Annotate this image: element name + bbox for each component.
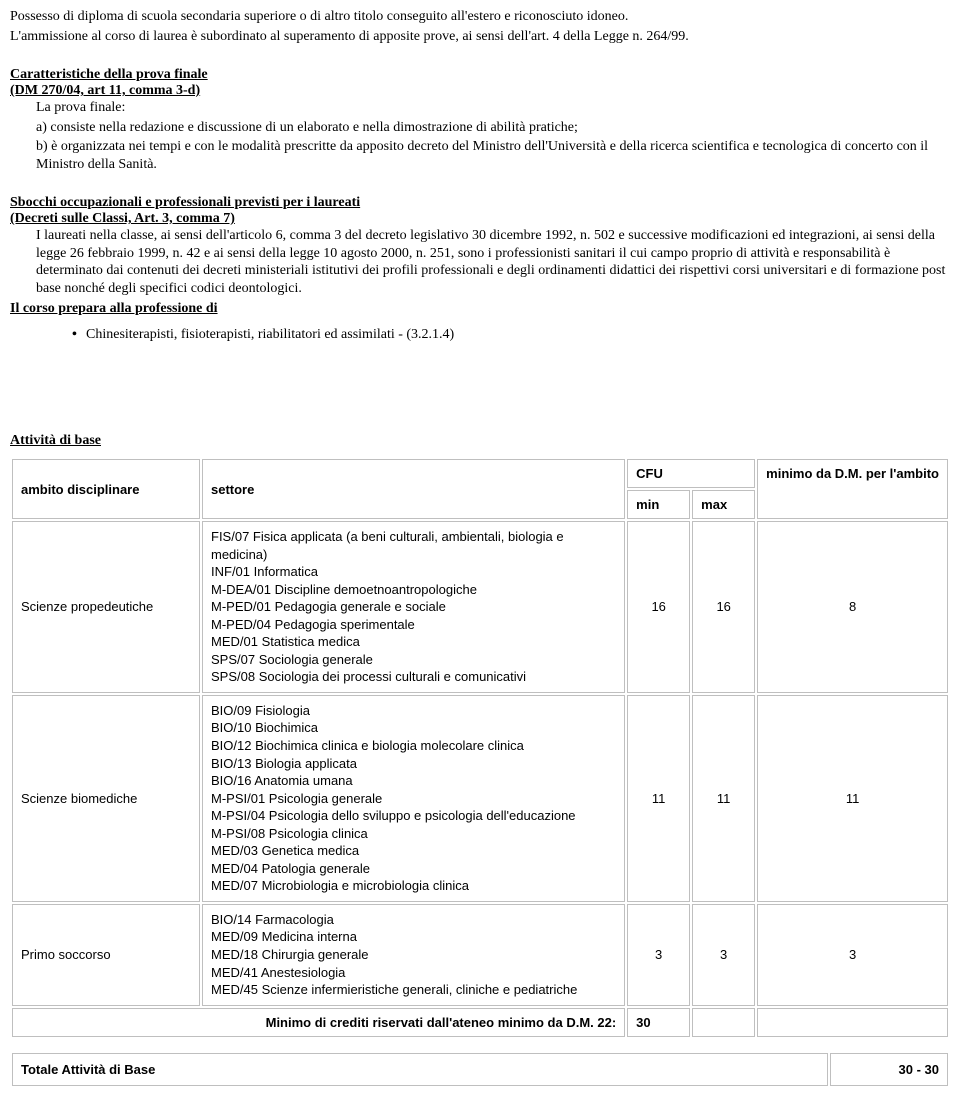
- table-row: Scienze biomedicheBIO/09 FisiologiaBIO/1…: [12, 695, 948, 902]
- col-min: min: [627, 490, 690, 519]
- cell-min: 16: [627, 521, 690, 693]
- cell-settore: FIS/07 Fisica applicata (a beni cultural…: [202, 521, 625, 693]
- cell-dm: 8: [757, 521, 948, 693]
- settore-line: M-PSI/01 Psicologia generale: [211, 790, 616, 808]
- cell-max: 3: [692, 904, 755, 1006]
- intro-line-1: Possesso di diploma di scuola secondaria…: [10, 8, 950, 26]
- settore-line: M-PED/01 Pedagogia generale e sociale: [211, 598, 616, 616]
- settore-line: MED/01 Statistica medica: [211, 633, 616, 651]
- cell-min: 3: [627, 904, 690, 1006]
- minimo-empty-1: [692, 1008, 755, 1037]
- settore-line: MED/04 Patologia generale: [211, 860, 616, 878]
- sec3-heading: Il corso prepara alla professione di: [10, 301, 950, 317]
- totale-label: Totale Attività di Base: [12, 1053, 828, 1086]
- cell-ambito: Scienze biomediche: [12, 695, 200, 902]
- cell-max: 16: [692, 521, 755, 693]
- col-max: max: [692, 490, 755, 519]
- sec1-p1: La prova finale:: [36, 99, 950, 117]
- settore-line: BIO/13 Biologia applicata: [211, 755, 616, 773]
- settore-line: BIO/16 Anatomia umana: [211, 772, 616, 790]
- minimo-row: Minimo di crediti riservati dall'ateneo …: [12, 1008, 948, 1037]
- profession-text: Chinesiterapisti, fisioterapisti, riabil…: [86, 327, 454, 343]
- table-header-row: ambito disciplinare settore CFU minimo d…: [12, 459, 948, 488]
- bullet-icon: •: [72, 327, 86, 343]
- cell-settore: BIO/09 FisiologiaBIO/10 BiochimicaBIO/12…: [202, 695, 625, 902]
- cell-dm: 11: [757, 695, 948, 902]
- settore-line: SPS/08 Sociologia dei processi culturali…: [211, 668, 616, 686]
- sec1-p2: a) consiste nella redazione e discussion…: [36, 119, 950, 137]
- cell-settore: BIO/14 FarmacologiaMED/09 Medicina inter…: [202, 904, 625, 1006]
- minimo-value: 30: [627, 1008, 690, 1037]
- cell-ambito: Primo soccorso: [12, 904, 200, 1006]
- table-row: Primo soccorsoBIO/14 FarmacologiaMED/09 …: [12, 904, 948, 1006]
- col-ambito: ambito disciplinare: [12, 459, 200, 519]
- settore-line: BIO/12 Biochimica clinica e biologia mol…: [211, 737, 616, 755]
- settore-line: MED/07 Microbiologia e microbiologia cli…: [211, 877, 616, 895]
- settore-line: M-PSI/04 Psicologia dello sviluppo e psi…: [211, 807, 616, 825]
- profession-bullet: • Chinesiterapisti, fisioterapisti, riab…: [72, 327, 950, 343]
- sec2-heading-1: Sbocchi occupazionali e professionali pr…: [10, 195, 950, 211]
- attivita-table: ambito disciplinare settore CFU minimo d…: [10, 457, 950, 1039]
- table-row: Scienze propedeutiche FIS/07 Fisica appli…: [12, 521, 948, 693]
- settore-line: M-DEA/01 Discipline demoetnoantropologic…: [211, 581, 616, 599]
- settore-line: BIO/09 Fisiologia: [211, 702, 616, 720]
- settore-line: M-PED/04 Pedagogia sperimentale: [211, 616, 616, 634]
- sec1-p3: b) è organizzata nei tempi e con le moda…: [36, 138, 950, 173]
- settore-line: M-PSI/08 Psicologia clinica: [211, 825, 616, 843]
- sec1-heading-1: Caratteristiche della prova finale: [10, 67, 950, 83]
- col-cfu: CFU: [627, 459, 755, 488]
- sec1-heading-2: (DM 270/04, art 11, comma 3-d): [10, 83, 950, 99]
- settore-line: INF/01 Informatica: [211, 563, 616, 581]
- settore-line: BIO/14 Farmacologia: [211, 911, 616, 929]
- cell-ambito: Scienze propedeutiche: [12, 521, 200, 693]
- settore-line: MED/03 Genetica medica: [211, 842, 616, 860]
- table-title: Attività di base: [10, 433, 950, 449]
- settore-line: BIO/10 Biochimica: [211, 719, 616, 737]
- cell-max: 11: [692, 695, 755, 902]
- intro-line-2: L'ammissione al corso di laurea è subord…: [10, 28, 950, 46]
- sec2-heading-2: (Decreti sulle Classi, Art. 3, comma 7): [10, 211, 950, 227]
- col-minimo: minimo da D.M. per l'ambito: [757, 459, 948, 519]
- settore-line: FIS/07 Fisica applicata (a beni cultural…: [211, 528, 616, 563]
- settore-line: MED/45 Scienze infermieristiche generali…: [211, 981, 616, 999]
- settore-line: MED/09 Medicina interna: [211, 928, 616, 946]
- cell-min: 11: [627, 695, 690, 902]
- totale-value: 30 - 30: [830, 1053, 948, 1086]
- settore-line: MED/41 Anestesiologia: [211, 964, 616, 982]
- cell-dm: 3: [757, 904, 948, 1006]
- totale-table: Totale Attività di Base 30 - 30: [10, 1051, 950, 1088]
- settore-line: SPS/07 Sociologia generale: [211, 651, 616, 669]
- sec2-body: I laureati nella classe, ai sensi dell'a…: [36, 227, 950, 297]
- col-settore: settore: [202, 459, 625, 519]
- settore-line: MED/18 Chirurgia generale: [211, 946, 616, 964]
- minimo-empty-2: [757, 1008, 948, 1037]
- minimo-label: Minimo di crediti riservati dall'ateneo …: [12, 1008, 625, 1037]
